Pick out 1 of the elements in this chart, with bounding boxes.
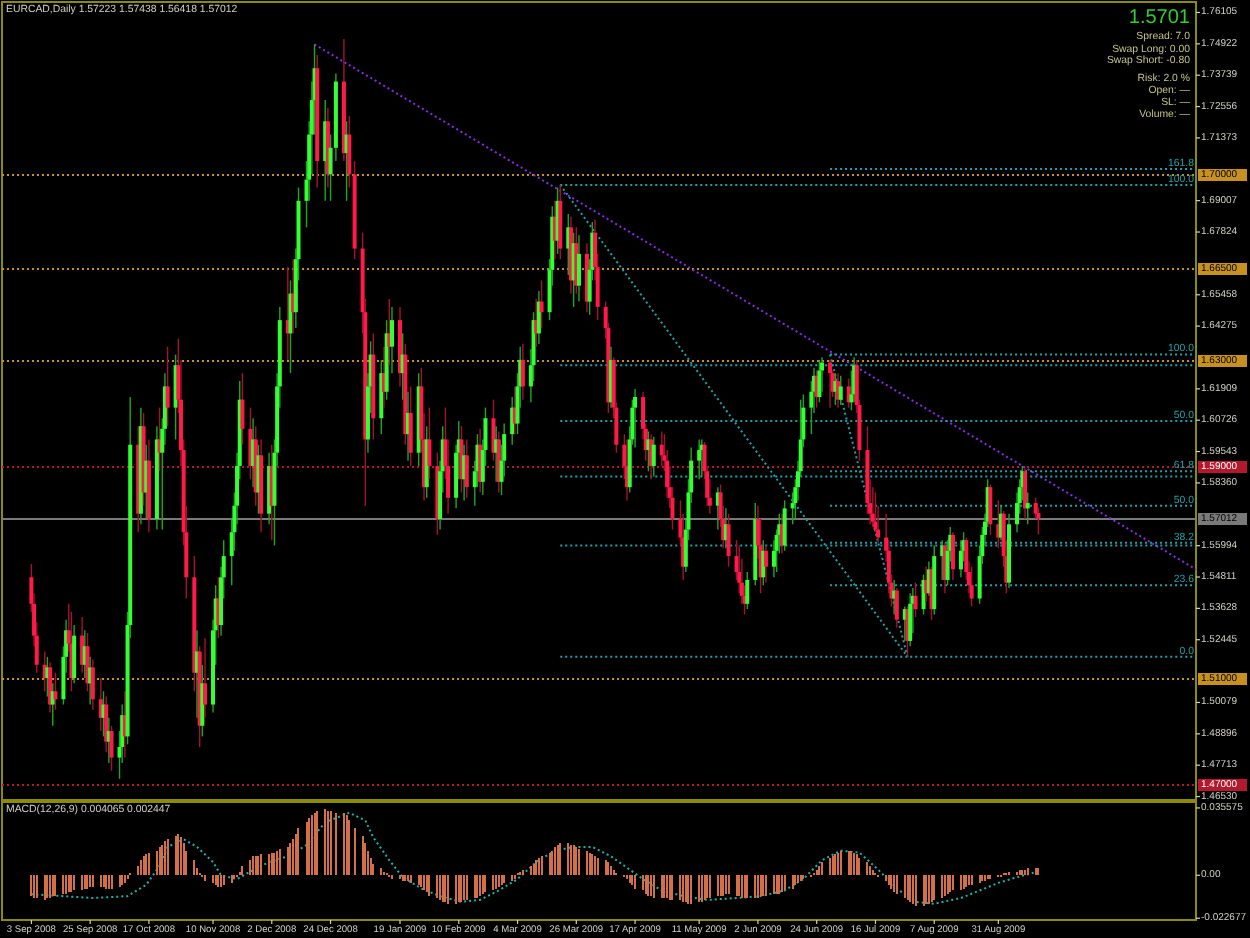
annotation: 1.5701 [1128,7,1191,29]
